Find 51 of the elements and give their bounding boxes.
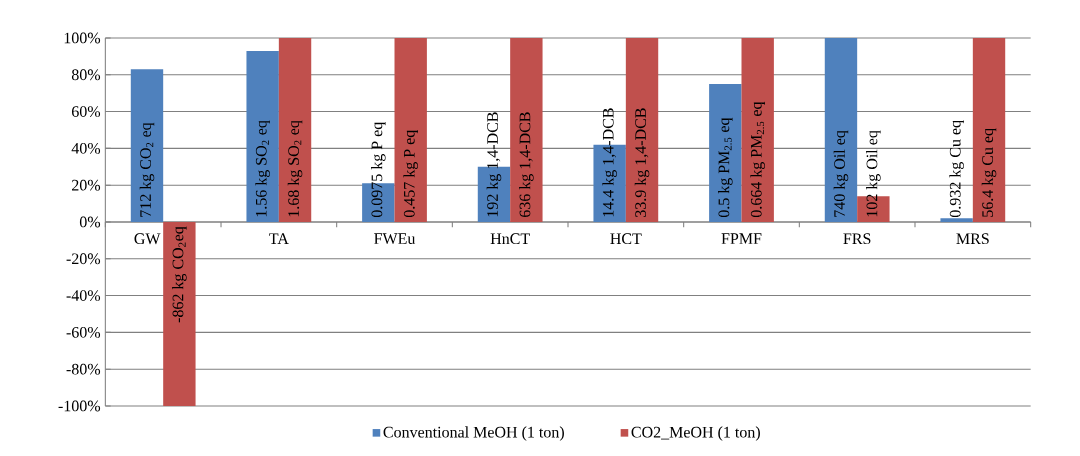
bar — [246, 50, 279, 222]
y-tick-label: -60% — [66, 326, 101, 338]
annotation: 56.4 kg Cu eq — [981, 128, 997, 217]
bar — [278, 38, 312, 222]
x-tick-label: FWEu — [374, 233, 416, 245]
y-tick-label: -20% — [66, 253, 101, 265]
bar — [625, 38, 659, 222]
y-tick-label: 20% — [72, 179, 101, 191]
annotation: 740 kg Oil eq — [833, 130, 849, 217]
x-tick-label: FRS — [843, 233, 871, 245]
x-tick-label: GW — [134, 233, 161, 245]
annotation: 0.932 kg Cu eq — [949, 120, 964, 218]
bar — [940, 218, 973, 222]
bar — [709, 83, 742, 222]
x-tick-label: HnCT — [490, 233, 530, 245]
y-tick-label: 0% — [79, 216, 101, 228]
annotation: 0.0975 kg P eq — [371, 122, 386, 218]
bar — [394, 38, 427, 222]
x-tick-label: FPMF — [721, 233, 762, 244]
annotation: 636 kg 1,4-DCB — [519, 112, 534, 218]
annotation: 712 kg CO$_{2}$ eq — [139, 122, 155, 217]
annotation: 1.68 kg SO$_{2}$ eq — [287, 120, 303, 217]
annotation: 0.457 kg P eq — [403, 130, 418, 218]
bar — [857, 196, 890, 222]
annotation: 33.9 kg 1,4-DCB — [634, 108, 650, 217]
bar — [477, 166, 511, 222]
legend-label: Conventional MeOH (1 ton) — [383, 426, 564, 441]
x-tick-label: MRS — [956, 233, 989, 245]
annotation: 102 kg Oil eq — [866, 130, 881, 217]
annotation: 0.664 kg PM$_{2.5}$ eq — [750, 101, 765, 218]
bar — [824, 38, 858, 222]
bar — [741, 38, 774, 222]
legend-label: CO2_MeOH (1 ton) — [631, 426, 760, 441]
x-tick-label: TA — [269, 233, 289, 244]
annotation: -862 kg CO$_{2}$eq — [172, 226, 187, 323]
y-tick-label: 40% — [71, 142, 101, 154]
annotation: 192 kg 1,4-DCB — [486, 112, 502, 217]
bar — [163, 221, 196, 406]
y-tick-label: -80% — [66, 363, 101, 375]
bar — [130, 69, 164, 222]
y-tick-label: 80% — [71, 69, 101, 81]
y-tick-label: -40% — [66, 290, 101, 302]
bar — [972, 38, 1006, 222]
y-tick-label: -100% — [58, 400, 101, 412]
annotation: 1.56 kg SO$_{2}$ eq — [255, 120, 270, 217]
annotation: 14.4 kg 1,4-DCB — [602, 108, 617, 217]
y-tick-label: 60% — [72, 106, 101, 118]
bar — [510, 38, 543, 222]
x-tick-label: HCT — [610, 233, 642, 245]
y-tick-label: 100% — [64, 32, 101, 44]
annotation: 0.5 kg PM$_{2.5}$ eq — [718, 117, 733, 218]
